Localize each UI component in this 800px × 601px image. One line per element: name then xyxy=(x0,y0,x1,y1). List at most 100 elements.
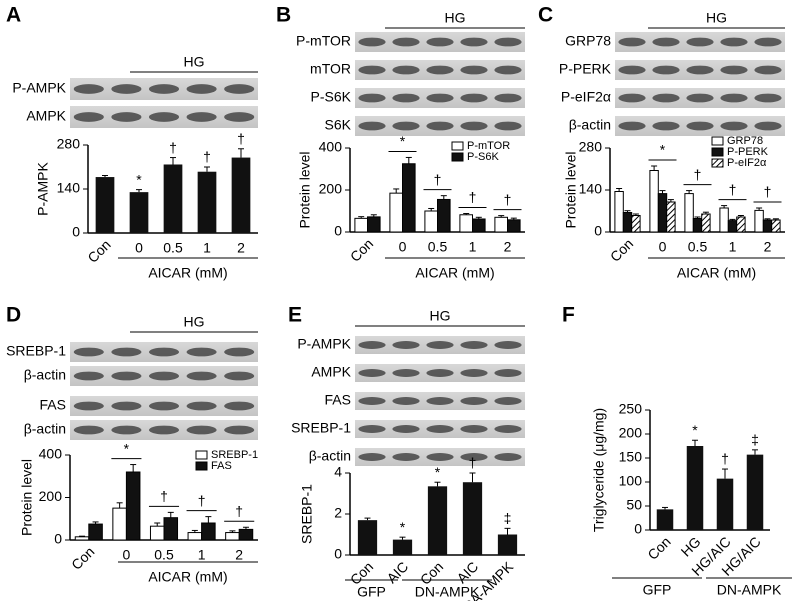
x-tick-label: 0 xyxy=(123,547,131,563)
blot-band xyxy=(392,425,420,433)
bar xyxy=(427,486,448,555)
blot-band xyxy=(148,112,180,122)
bar xyxy=(354,217,368,233)
significance-marker: * xyxy=(400,133,406,149)
legend-swatch xyxy=(195,450,208,460)
y-tick-label: 2 xyxy=(334,505,342,521)
x-tick-label: Con xyxy=(68,543,97,572)
blot-band xyxy=(686,121,714,131)
blot-band xyxy=(426,37,454,47)
bar xyxy=(389,192,403,233)
bar xyxy=(424,210,438,233)
bar xyxy=(231,157,251,233)
significance-marker: † xyxy=(504,191,512,207)
blot-band xyxy=(224,84,255,94)
blot-band xyxy=(618,37,646,47)
bar xyxy=(472,218,486,233)
blot-label: GRP78 xyxy=(565,33,611,49)
y-tick-label: 100 xyxy=(619,473,643,489)
bar xyxy=(74,536,90,541)
blot-label: AMPK xyxy=(311,364,351,380)
blot-band xyxy=(618,121,646,131)
blot-band xyxy=(494,369,522,377)
blot-band xyxy=(186,425,217,435)
blot-band xyxy=(426,65,454,75)
bar xyxy=(656,509,674,530)
blot-label: P-mTOR xyxy=(296,33,351,49)
blot-band xyxy=(720,93,748,103)
blot-band xyxy=(618,65,646,75)
significance-marker: ‡ xyxy=(751,432,759,448)
x-tick-label: 0.5 xyxy=(688,239,708,255)
group-label: HG xyxy=(430,308,451,324)
y-tick-label: 200 xyxy=(39,488,63,504)
blot-band xyxy=(720,121,748,131)
blot-label: β-actin xyxy=(569,117,611,133)
significance-marker: † xyxy=(764,184,772,200)
blot-band xyxy=(186,112,217,122)
x-tick-label: 0.5 xyxy=(154,547,174,563)
panel-letter: D xyxy=(6,304,21,327)
blot-band xyxy=(460,425,488,433)
significance-marker: † xyxy=(729,181,737,197)
bar xyxy=(716,478,734,530)
blot-band xyxy=(358,397,386,405)
blot-label: P-PERK xyxy=(559,61,612,77)
blot-label: AMPK xyxy=(26,108,66,124)
y-tick-label: 400 xyxy=(319,139,343,155)
blot-band xyxy=(426,341,454,349)
x-tick-label: 0.5 xyxy=(163,240,183,256)
x-tick-label: 2 xyxy=(237,240,245,256)
blot-band xyxy=(494,425,522,433)
x-axis-label: AICAR (mM) xyxy=(677,265,756,281)
legend-label: P-mTOR xyxy=(467,140,510,152)
bar xyxy=(762,219,773,233)
group-label: HG xyxy=(706,10,727,26)
x-axis-label: AICAR (mM) xyxy=(148,265,227,281)
blot-band xyxy=(426,93,454,103)
y-tick-label: 250 xyxy=(619,401,643,417)
x-tick-label: 1 xyxy=(469,239,477,255)
significance-marker: * xyxy=(435,464,441,480)
blot-band xyxy=(686,65,714,75)
blot-band xyxy=(111,112,142,122)
y-tick-label: 4 xyxy=(334,464,342,480)
significance-marker: † xyxy=(203,149,211,165)
blot-label: P-AMPK xyxy=(297,336,351,352)
y-tick-label: 150 xyxy=(619,449,643,465)
bar xyxy=(686,446,704,530)
significance-marker: * xyxy=(660,142,666,158)
legend-label: SREBP-1 xyxy=(211,449,258,461)
blot-band xyxy=(186,371,217,381)
legend-label: FAS xyxy=(211,460,232,472)
y-axis-label: SREBP-1 xyxy=(299,484,315,544)
blot-band xyxy=(392,369,420,377)
bar xyxy=(357,520,378,555)
bar xyxy=(459,214,473,233)
x-tick-label: 0.5 xyxy=(428,239,448,255)
legend-swatch xyxy=(451,141,464,151)
blot-band xyxy=(652,65,680,75)
bar xyxy=(771,219,781,233)
blot-band xyxy=(358,369,386,377)
blot-band xyxy=(720,65,748,75)
bar xyxy=(631,215,641,233)
blot-band xyxy=(426,453,454,461)
y-tick-label: 0 xyxy=(594,223,602,239)
significance-marker: † xyxy=(169,139,177,155)
x-group-label: GFP xyxy=(643,582,672,598)
legend-swatch xyxy=(195,461,208,471)
y-tick-label: 140 xyxy=(57,180,81,196)
blot-band xyxy=(494,341,522,349)
blot-band xyxy=(460,397,488,405)
legend-label: P-S6K xyxy=(467,151,499,163)
blot-band xyxy=(460,341,488,349)
significance-marker: * xyxy=(400,519,406,535)
blot-band xyxy=(224,401,255,411)
blot-label: P-AMPK xyxy=(12,80,66,96)
blot-band xyxy=(73,371,104,381)
bar xyxy=(692,218,703,233)
y-tick-label: 280 xyxy=(57,136,81,152)
bar xyxy=(95,177,115,233)
bar xyxy=(112,507,127,541)
